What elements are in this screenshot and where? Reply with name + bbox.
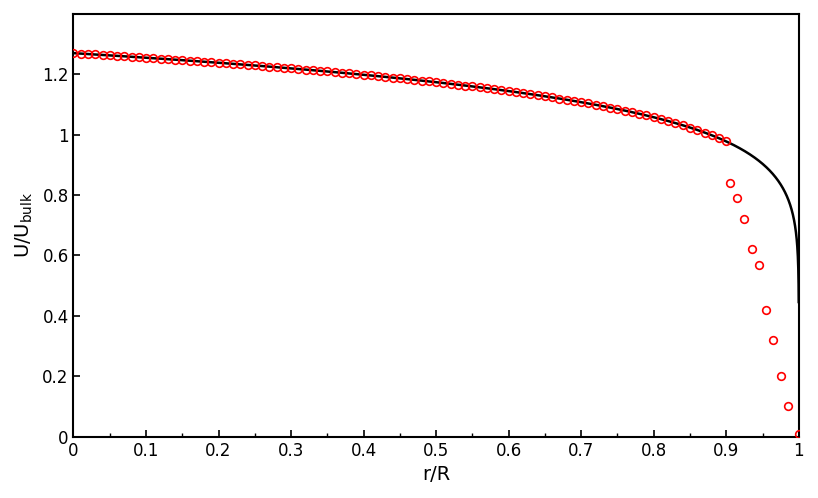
X-axis label: r/R: r/R <box>422 465 450 484</box>
Y-axis label: U/U$_{\mathrm{bulk}}$: U/U$_{\mathrm{bulk}}$ <box>14 192 35 258</box>
